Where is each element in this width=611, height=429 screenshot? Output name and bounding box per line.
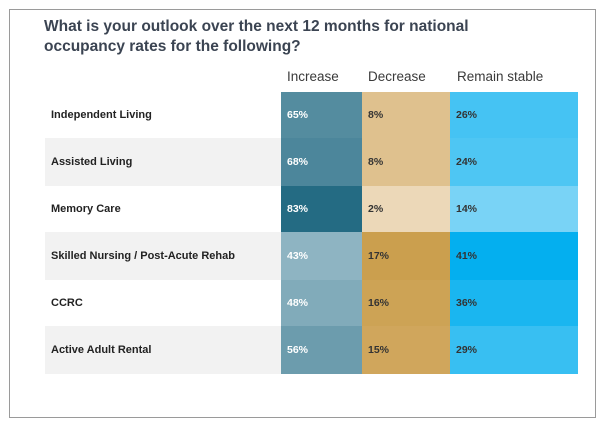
cell-decrease: 16% xyxy=(362,280,450,326)
row-label: Assisted Living xyxy=(45,138,281,186)
cell-increase: 43% xyxy=(281,232,362,280)
row-label: Independent Living xyxy=(51,109,152,121)
cell-increase: 48% xyxy=(281,280,362,326)
cell-stable: 41% xyxy=(450,232,578,280)
chart-title: What is your outlook over the next 12 mo… xyxy=(44,18,469,55)
cell-stable: 36% xyxy=(450,280,578,326)
cell-decrease: 2% xyxy=(362,186,450,232)
cell-increase: 65% xyxy=(281,92,362,138)
row-label: Active Adult Rental xyxy=(45,326,281,374)
column-header-decrease: Decrease xyxy=(368,69,426,84)
column-header-increase: Increase xyxy=(287,69,339,84)
row-label: CCRC xyxy=(51,297,83,309)
cell-stable: 24% xyxy=(450,138,578,186)
cell-decrease: 8% xyxy=(362,92,450,138)
column-header-remain-stable: Remain stable xyxy=(457,69,544,84)
cell-increase: 83% xyxy=(281,186,362,232)
row-label: Skilled Nursing / Post-Acute Rehab xyxy=(45,232,281,280)
row-label: Memory Care xyxy=(51,203,121,215)
cell-increase: 56% xyxy=(281,326,362,374)
cell-decrease: 8% xyxy=(362,138,450,186)
cell-decrease: 17% xyxy=(362,232,450,280)
cell-stable: 29% xyxy=(450,326,578,374)
cell-stable: 26% xyxy=(450,92,578,138)
cell-stable: 14% xyxy=(450,186,578,232)
cell-increase: 68% xyxy=(281,138,362,186)
cell-decrease: 15% xyxy=(362,326,450,374)
